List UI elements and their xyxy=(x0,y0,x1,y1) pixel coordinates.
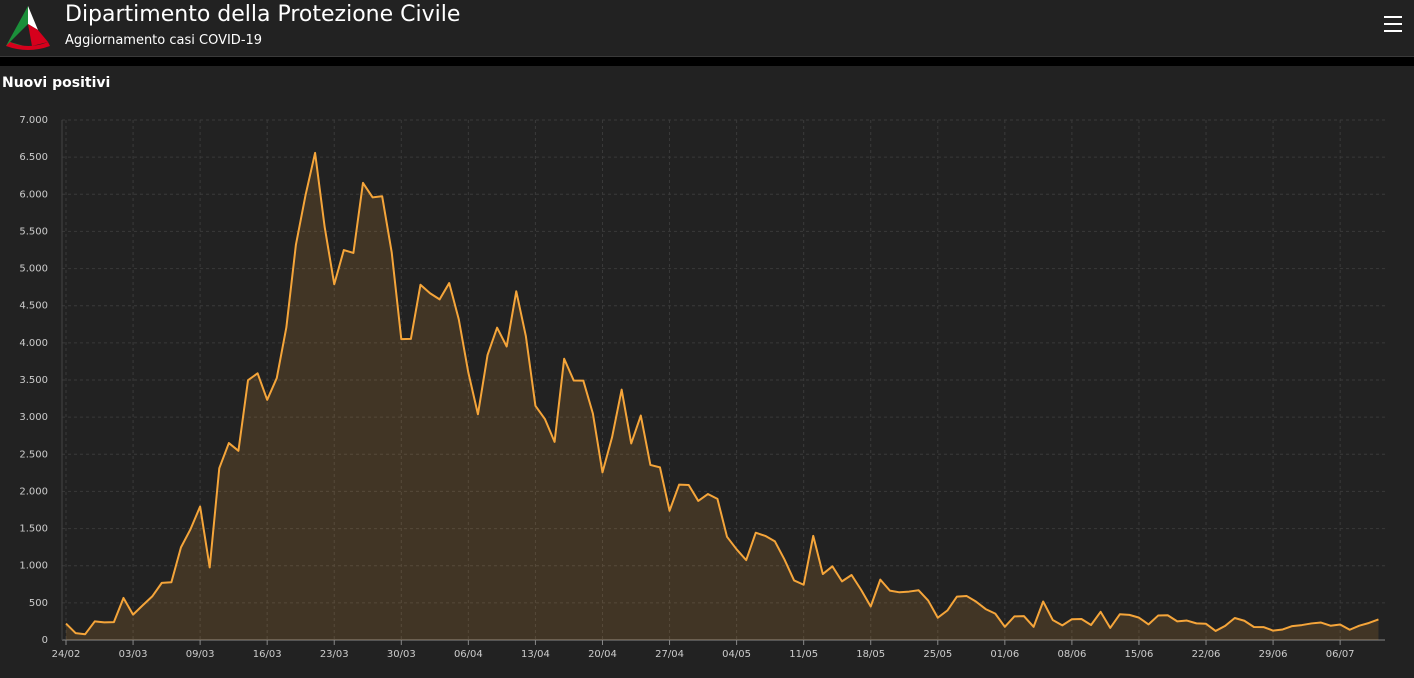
y-tick-label: 5.500 xyxy=(19,226,48,237)
x-tick-label: 16/03 xyxy=(253,649,282,660)
x-tick-label: 03/03 xyxy=(119,649,148,660)
y-tick-label: 4.000 xyxy=(19,338,48,349)
x-tick-label: 29/06 xyxy=(1259,649,1288,660)
x-tick-label: 06/07 xyxy=(1326,649,1355,660)
x-tick-label: 06/04 xyxy=(454,649,483,660)
y-tick-label: 0 xyxy=(42,635,48,646)
chart-title: Nuovi positivi xyxy=(2,75,110,91)
x-tick-label: 23/03 xyxy=(320,649,349,660)
x-tick-label: 24/02 xyxy=(52,649,81,660)
y-tick-label: 3.000 xyxy=(19,412,48,423)
y-tick-label: 1.500 xyxy=(19,524,48,535)
menu-button[interactable] xyxy=(1384,16,1402,37)
y-tick-label: 500 xyxy=(29,598,48,609)
app-subtitle: Aggiornamento casi COVID-19 xyxy=(65,33,263,48)
x-tick-label: 04/05 xyxy=(722,649,751,660)
y-tick-label: 7.000 xyxy=(19,115,48,126)
line xyxy=(65,151,1379,636)
x-tick-label: 22/06 xyxy=(1192,649,1221,660)
y-tick-label: 5.000 xyxy=(19,264,48,275)
y-tick-label: 3.500 xyxy=(19,375,48,386)
app-title: Dipartimento della Protezione Civile xyxy=(65,2,461,27)
x-tick-label: 27/04 xyxy=(655,649,684,660)
x-tick-label: 09/03 xyxy=(186,649,215,660)
x-tick-label: 01/06 xyxy=(990,649,1019,660)
header: Dipartimento della Protezione Civile Agg… xyxy=(0,0,1414,57)
y-tick-label: 6.500 xyxy=(19,152,48,163)
x-tick-label: 30/03 xyxy=(387,649,416,660)
area-fill xyxy=(66,152,1379,640)
y-tick-label: 2.000 xyxy=(19,486,48,497)
x-tick-label: 20/04 xyxy=(588,649,617,660)
x-tick-label: 11/05 xyxy=(789,649,818,660)
x-tick-label: 25/05 xyxy=(923,649,952,660)
y-tick-label: 1.000 xyxy=(19,561,48,572)
x-tick-label: 18/05 xyxy=(856,649,885,660)
x-tick-label: 13/04 xyxy=(521,649,550,660)
x-tick-label: 08/06 xyxy=(1057,649,1086,660)
separator xyxy=(0,57,1414,66)
chart: Nuovi positivi 0 500 1.000 1.500 2.000 2.500 3… xyxy=(2,75,1385,660)
x-tick-label: 15/06 xyxy=(1125,649,1154,660)
y-tick-label: 2.500 xyxy=(19,449,48,460)
y-tick-label: 6.000 xyxy=(19,189,48,200)
y-tick-label: 4.500 xyxy=(19,301,48,312)
logo xyxy=(6,6,50,50)
